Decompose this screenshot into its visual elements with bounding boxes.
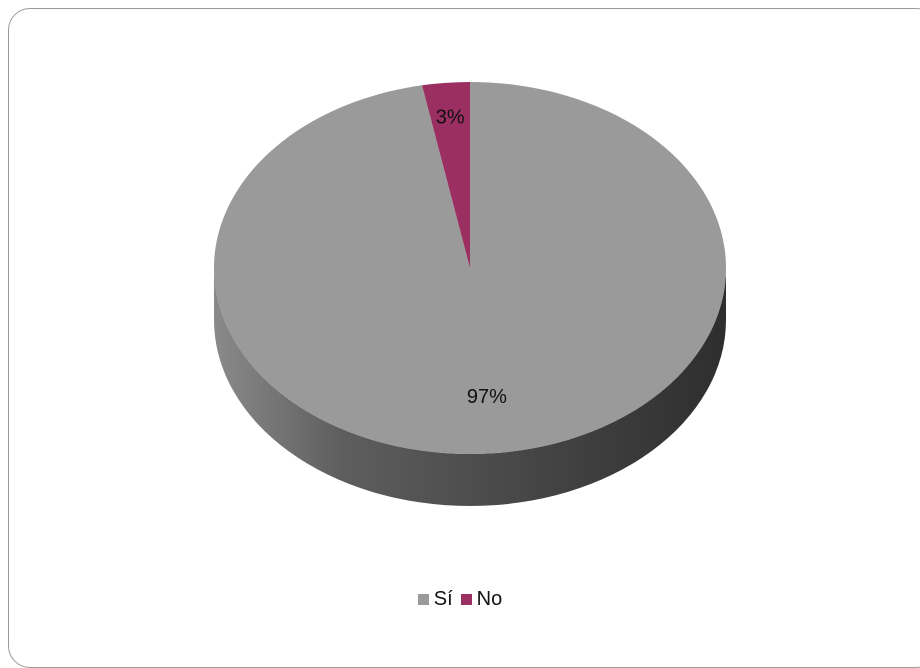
pie-slice-si: [214, 82, 727, 454]
legend: Sí No: [0, 588, 920, 611]
legend-item-si: Sí: [417, 588, 453, 611]
pie-side-wall: [214, 268, 726, 506]
pie-side: [214, 268, 726, 506]
legend-label-no: No: [476, 588, 503, 610]
pie-slice-no: [422, 82, 470, 268]
pie-slices: [214, 82, 727, 454]
legend-swatch-no: [460, 594, 472, 605]
pie-chart: 97% 3%: [214, 82, 727, 506]
data-label-si: 97%: [467, 386, 507, 408]
pie-labels: 97% 3%: [436, 106, 507, 407]
legend-swatch-si: [417, 594, 429, 605]
data-label-no: 3%: [436, 106, 465, 128]
legend-label-si: Sí: [433, 588, 453, 610]
legend-item-no: No: [460, 588, 503, 611]
